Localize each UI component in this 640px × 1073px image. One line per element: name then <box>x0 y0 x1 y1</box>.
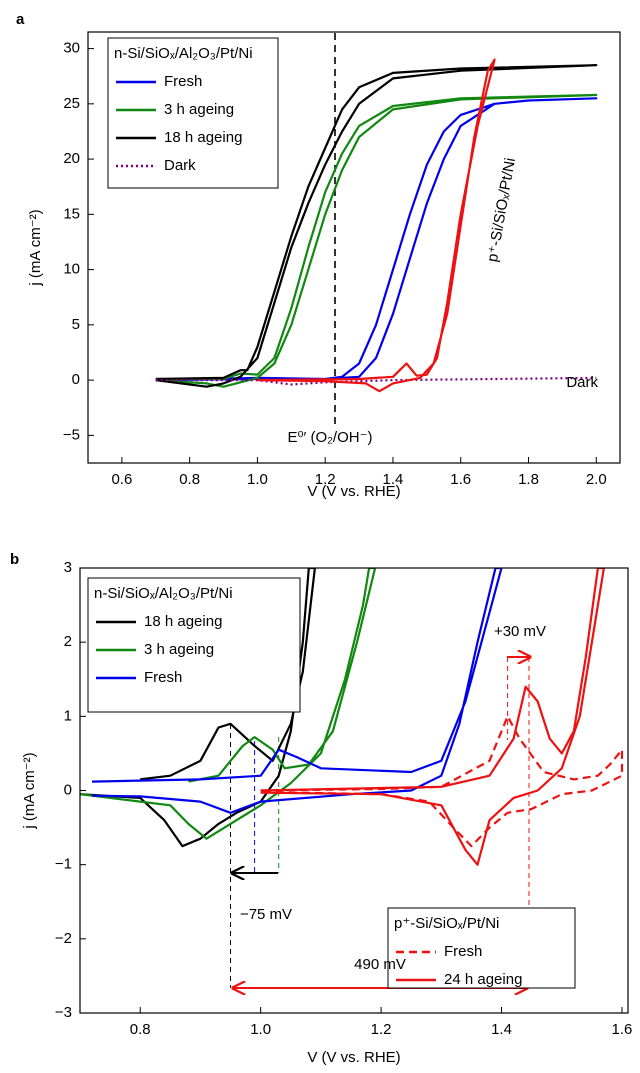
axes-frame <box>79 567 629 1014</box>
panel-label: b <box>10 551 19 568</box>
legend-label: 3 h ageing <box>144 641 214 658</box>
cv-curve <box>80 568 377 840</box>
cv-curve <box>260 715 624 848</box>
legend-box <box>87 577 301 713</box>
cv-curve <box>155 64 598 388</box>
x-tick-label: 1.6 <box>612 1021 633 1038</box>
legend-box <box>107 37 279 189</box>
legend-label: Dark <box>164 157 196 174</box>
legend-label: Fresh <box>144 669 182 686</box>
panel-label: a <box>16 11 25 28</box>
series-label: p⁺-Si/SiOₓ/Pt/Ni <box>484 157 519 264</box>
y-tick-label: −1 <box>55 856 72 873</box>
x-tick-label: 1.6 <box>450 471 471 488</box>
axes-frame <box>87 31 621 464</box>
annotation: E⁰′ (O₂/OH⁻) <box>287 429 372 446</box>
annotation: +30 mV <box>494 623 546 640</box>
plot-area <box>155 58 598 393</box>
x-tick-label: 0.8 <box>179 471 200 488</box>
legend-title: n-Si/SiOₓ/Al₂O₃/Pt/Ni <box>94 585 233 602</box>
y-tick-label: 2 <box>64 633 72 650</box>
legend-box <box>387 907 576 989</box>
cv-curve <box>260 568 605 866</box>
cv-curve <box>155 93 598 388</box>
legend-label: 24 h ageing <box>444 971 522 988</box>
x-tick-label: 1.0 <box>250 1021 271 1038</box>
y-tick-label: 20 <box>63 150 80 167</box>
y-tick-label: 10 <box>63 261 80 278</box>
cv-curve <box>257 58 496 393</box>
y-tick-label: −3 <box>55 1004 72 1021</box>
plot-area <box>80 568 624 866</box>
y-axis-label: j (mA cm⁻²) <box>27 209 44 286</box>
x-axis-label: V (V vs. RHE) <box>307 1049 400 1066</box>
x-tick-label: 0.6 <box>111 471 132 488</box>
x-tick-label: 1.0 <box>247 471 268 488</box>
cv-curve <box>155 97 598 382</box>
y-tick-label: 0 <box>64 781 72 798</box>
annotation: −75 mV <box>240 906 292 923</box>
x-tick-label: 1.2 <box>371 1021 392 1038</box>
y-tick-label: −5 <box>63 426 80 443</box>
x-tick-label: 1.8 <box>518 471 539 488</box>
x-tick-label: 1.4 <box>383 471 404 488</box>
legend-title: p⁺-Si/SiOₓ/Pt/Ni <box>394 915 499 932</box>
cv-curve <box>91 568 503 814</box>
cv-curve <box>155 376 597 386</box>
y-axis-label: j (mA cm⁻²) <box>21 752 38 829</box>
legend-label: Fresh <box>444 943 482 960</box>
annotation: 490 mV <box>354 956 406 973</box>
legend-title: n-Si/SiOₓ/Al₂O₃/Pt/Ni <box>114 45 253 62</box>
legend-label: 3 h ageing <box>164 101 234 118</box>
x-tick-label: 2.0 <box>586 471 607 488</box>
legend-label: 18 h ageing <box>164 129 242 146</box>
y-tick-label: 30 <box>63 40 80 57</box>
y-tick-label: 5 <box>72 316 80 333</box>
y-tick-label: 15 <box>63 205 80 222</box>
cv-curve <box>80 568 316 848</box>
y-tick-label: 3 <box>64 559 72 576</box>
x-axis-label: V (V vs. RHE) <box>307 483 400 500</box>
y-tick-label: 1 <box>64 707 72 724</box>
legend-label: 18 h ageing <box>144 613 222 630</box>
y-tick-label: −2 <box>55 930 72 947</box>
legend-label: Fresh <box>164 73 202 90</box>
y-tick-label: 0 <box>72 371 80 388</box>
annotation: Dark <box>566 374 598 391</box>
x-tick-label: 1.2 <box>315 471 336 488</box>
y-tick-label: 25 <box>63 95 80 112</box>
x-tick-label: 1.4 <box>491 1021 512 1038</box>
x-tick-label: 0.8 <box>130 1021 151 1038</box>
